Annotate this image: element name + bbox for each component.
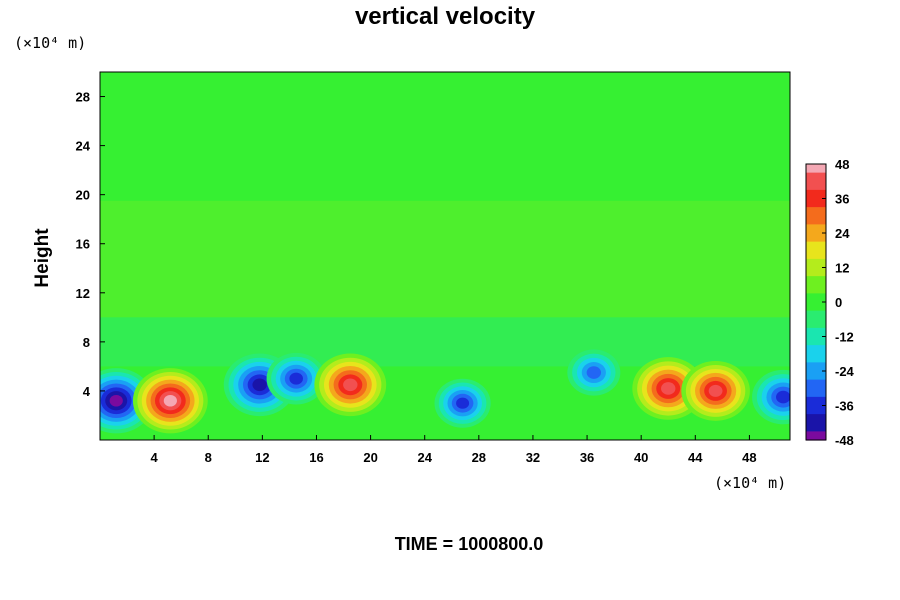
colorbar-segment <box>806 207 826 217</box>
plot-frame <box>99 71 791 441</box>
colorbar-segment <box>806 422 826 432</box>
y-tick-label: 4 <box>83 384 91 399</box>
colorbar-tick-label: -48 <box>835 433 854 448</box>
x-axis-unit: (×10⁴ m) <box>714 474 786 492</box>
colorbar-segment <box>806 302 826 312</box>
contour-feature <box>314 353 387 417</box>
contour-feature <box>681 361 750 421</box>
colorbar-segment <box>806 241 826 251</box>
contour-level <box>456 397 470 409</box>
colorbar-segment <box>806 310 826 320</box>
y-tick-label: 16 <box>76 237 90 252</box>
colorbar-segment <box>806 215 826 225</box>
colorbar-segment <box>806 431 826 441</box>
field-band-lower <box>100 317 790 367</box>
colorbar-segment <box>806 258 826 269</box>
contour-feature <box>752 369 790 425</box>
contour-level <box>163 394 177 407</box>
contour-level <box>661 382 676 395</box>
colorbar-segment <box>806 379 826 389</box>
x-tick-label: 28 <box>472 450 486 465</box>
colorbar-segment <box>806 276 826 286</box>
colorbar-segment <box>806 362 826 372</box>
contour-level <box>289 372 303 385</box>
colorbar-segment <box>806 388 826 398</box>
colorbar-segment <box>806 233 826 243</box>
colorbar-segment <box>806 181 826 191</box>
y-tick-label: 24 <box>76 139 91 154</box>
x-tick-label: 48 <box>742 450 756 465</box>
colorbar-segment <box>806 224 826 234</box>
x-tick-label: 4 <box>151 450 159 465</box>
x-axis-ticks: 4 8 12 16 20 24 28 32 36 40 44 48 <box>151 435 757 465</box>
colorbar-tick-label: -24 <box>835 364 855 379</box>
contour-level <box>343 378 358 392</box>
colorbar-tick-label: 48 <box>835 157 849 172</box>
time-label: TIME = 1000800.0 <box>395 534 544 554</box>
contour-level <box>776 390 790 404</box>
contour-feature <box>266 352 326 405</box>
colorbar-tick-label: 0 <box>835 295 842 310</box>
colorbar-segment <box>806 327 826 338</box>
colorbar-tick-label: -12 <box>835 330 854 345</box>
contour-feature <box>132 368 208 434</box>
colorbar-segment <box>806 250 826 260</box>
y-tick-label: 8 <box>83 335 90 350</box>
y-tick-label: 28 <box>76 90 90 105</box>
colorbar-segment <box>806 345 826 355</box>
x-tick-label: 44 <box>688 450 703 465</box>
colorbar-segment <box>806 267 826 277</box>
contour-feature <box>567 349 621 396</box>
field-band-upper <box>100 200 790 318</box>
x-tick-label: 8 <box>205 450 212 465</box>
colorbar-segment <box>806 336 826 346</box>
colorbar-segment <box>806 396 826 407</box>
contour-level <box>586 366 602 379</box>
y-axis-unit: (×10⁴ m) <box>14 34 86 52</box>
colorbar-segment <box>806 164 826 174</box>
colorbar-segment <box>806 319 826 329</box>
colorbar-ticks: 48 36 24 12 0 -12 -24 -36 -48 <box>822 157 855 448</box>
colorbar-tick-label: 12 <box>835 261 849 276</box>
y-tick-label: 12 <box>76 286 90 301</box>
colorbar-segment <box>806 293 826 303</box>
contour-level <box>708 384 723 397</box>
colorbar-segment <box>806 189 826 200</box>
x-tick-label: 12 <box>255 450 269 465</box>
contour-field <box>100 200 790 434</box>
x-tick-label: 20 <box>363 450 377 465</box>
x-tick-label: 32 <box>526 450 540 465</box>
y-axis-label: Height <box>32 228 53 288</box>
x-tick-label: 16 <box>309 450 323 465</box>
colorbar-segment <box>806 353 826 363</box>
x-tick-label: 36 <box>580 450 594 465</box>
y-axis-ticks: 4 8 12 16 20 24 28 <box>76 90 105 399</box>
colorbar-segment <box>806 198 826 208</box>
contour-feature <box>434 378 491 428</box>
colorbar-segment <box>806 371 826 381</box>
chart-title: vertical velocity <box>355 3 536 30</box>
contour-level <box>109 394 123 407</box>
x-tick-label: 40 <box>634 450 648 465</box>
contour-level <box>252 378 267 392</box>
colorbar-segment <box>806 284 826 294</box>
colorbar-segment <box>806 414 826 424</box>
colorbar-tick-label: 24 <box>835 226 850 241</box>
colorbar-segment <box>806 405 826 415</box>
colorbar-tick-label: 36 <box>835 192 849 207</box>
x-tick-label: 24 <box>417 450 432 465</box>
y-tick-label: 20 <box>76 188 90 203</box>
colorbar <box>805 163 827 441</box>
colorbar-tick-label: -36 <box>835 399 854 414</box>
colorbar-segment <box>806 172 826 182</box>
